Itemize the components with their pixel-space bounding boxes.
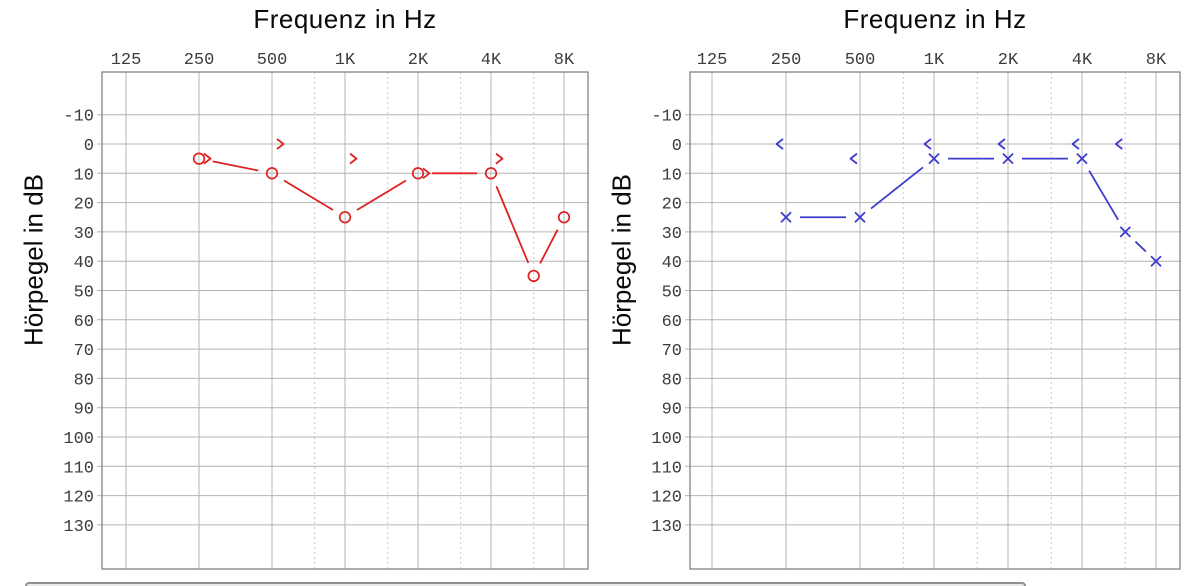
bottom-panel-edge — [25, 582, 1026, 586]
y-tick-label: 120 — [63, 489, 94, 508]
plot-frame — [101, 71, 589, 570]
air-conduction-marker-x — [854, 211, 866, 223]
series-segment — [1134, 240, 1147, 253]
bone-conduction-series — [775, 138, 1123, 165]
air-conduction-series — [780, 153, 1162, 267]
air-conduction-marker-x — [1150, 255, 1162, 267]
bone-conduction-marker-chevron-right — [495, 152, 504, 165]
y-tick-label: 80 — [662, 371, 682, 390]
y-tick-label: -10 — [651, 108, 682, 127]
air-conduction-marker-circle — [484, 167, 498, 180]
series-segment — [495, 185, 530, 264]
x-tick-label: 4K — [481, 51, 502, 70]
x-tick-label: 2K — [998, 51, 1019, 70]
y-tick-label: 60 — [662, 313, 682, 332]
y-tick-label: 40 — [74, 254, 94, 273]
air-conduction-marker-circle — [192, 152, 206, 165]
x-tick-label: 250 — [771, 51, 802, 70]
bone-conduction-marker-chevron-left — [849, 152, 858, 165]
air-conduction-marker-x — [780, 211, 792, 223]
y-tick-label: 110 — [63, 459, 94, 478]
air-conduction-marker-x — [1002, 153, 1014, 165]
x-tick-label: 125 — [697, 51, 728, 70]
bone-conduction-marker-chevron-left — [1114, 138, 1123, 150]
y-tick-label: 50 — [74, 284, 94, 303]
series-segment — [212, 160, 259, 172]
y-tick-label: 30 — [662, 225, 682, 244]
bone-conduction-marker-chevron-left — [997, 138, 1006, 150]
series-segment — [283, 179, 334, 211]
y-tick-label: 130 — [63, 518, 94, 537]
air-conduction-marker-x — [1076, 153, 1088, 165]
y-tick-label: 90 — [662, 401, 682, 420]
y-tick-label: 0 — [672, 137, 682, 156]
y-tick-label: 20 — [662, 196, 682, 215]
y-tick-label: 130 — [651, 518, 682, 537]
x-tick-label: 250 — [184, 51, 215, 70]
air-conduction-marker-circle — [527, 269, 540, 283]
y-tick-label: 30 — [74, 225, 94, 244]
series-segment — [539, 229, 559, 264]
x-tick-label: 500 — [257, 51, 288, 70]
y-tick-label: 100 — [63, 430, 94, 449]
y-tick-label: 80 — [74, 371, 94, 390]
x-tick-label: 1K — [924, 51, 945, 70]
y-tick-label: 0 — [84, 137, 94, 156]
y-tick-label: 20 — [74, 196, 94, 215]
bone-conduction-marker-chevron-left — [1071, 138, 1080, 150]
bone-conduction-marker-chevron-right — [422, 167, 431, 180]
bone-conduction-marker-chevron-right — [276, 138, 285, 150]
air-conduction-series — [192, 152, 571, 283]
y-tick-label: 120 — [651, 489, 682, 508]
bone-conduction-marker-chevron-right — [203, 152, 212, 165]
series-segment — [356, 179, 407, 211]
x-tick-label: 8K — [554, 51, 575, 70]
y-tick-label: 110 — [651, 459, 682, 478]
y-tick-label: 40 — [662, 254, 682, 273]
bone-conduction-marker-chevron-left — [923, 138, 932, 150]
y-tick-label: 60 — [74, 313, 94, 332]
grid — [685, 72, 1180, 569]
y-tick-label: 10 — [662, 166, 682, 185]
x-tick-label: 1K — [335, 51, 356, 70]
bone-conduction-marker-chevron-right — [349, 152, 358, 165]
bone-conduction-marker-chevron-left — [775, 138, 784, 150]
series-segment — [1088, 170, 1119, 221]
x-tick-label: 8K — [1146, 51, 1167, 70]
x-tick-label: 500 — [845, 51, 876, 70]
y-tick-label: 10 — [74, 166, 94, 185]
y-tick-label: 90 — [74, 401, 94, 420]
y-tick-label: 70 — [662, 342, 682, 361]
air-conduction-marker-x — [1119, 226, 1131, 238]
air-conduction-marker-circle — [338, 211, 352, 224]
grid — [97, 72, 588, 569]
air-conduction-marker-circle — [557, 211, 571, 224]
plot-frame — [689, 71, 1181, 570]
bone-conduction-series — [203, 138, 504, 180]
chart-title-right-ear: Frequenz in Hz — [253, 4, 437, 34]
air-conduction-marker-circle — [411, 167, 425, 180]
y-tick-label: 50 — [662, 284, 682, 303]
x-tick-label: 125 — [111, 51, 142, 70]
y-tick-label: 100 — [651, 430, 682, 449]
y-tick-label: -10 — [63, 108, 94, 127]
y-tick-label: 70 — [74, 342, 94, 361]
air-conduction-marker-circle — [265, 167, 279, 180]
air-conduction-marker-x — [928, 153, 940, 165]
chart-title-left-ear: Frequenz in Hz — [843, 4, 1027, 34]
series-segment — [870, 166, 924, 210]
x-tick-label: 4K — [1072, 51, 1093, 70]
x-tick-label: 2K — [408, 51, 429, 70]
